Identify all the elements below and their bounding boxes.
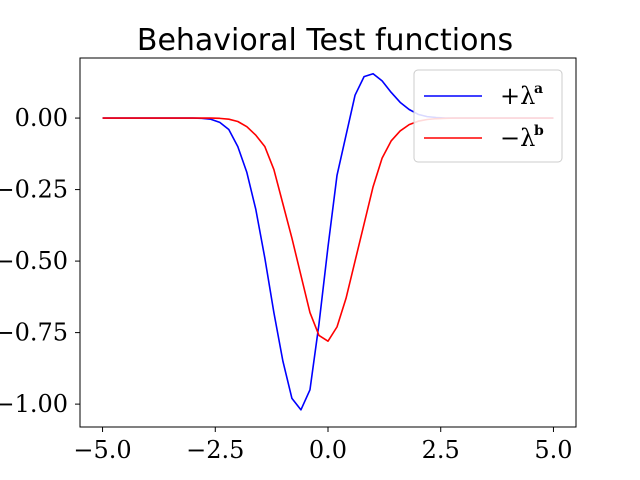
chart-title: Behavioral Test functions [137,23,513,58]
y-tick-label: −0.25 [0,176,68,204]
legend: +λa −λb [413,69,563,163]
x-tick-label: −2.5 [186,436,244,464]
x-tick-label: 5.0 [534,436,572,464]
y-tick-label: −1.00 [0,390,68,418]
y-axis: 0.00 −0.25 −0.50 −0.75 −1.00 [0,104,80,418]
x-tick-label: −5.0 [73,436,131,464]
legend-superscript-1: b [534,123,544,139]
legend-box [413,69,563,163]
legend-superscript-0: a [534,81,543,97]
legend-label-1: −λ [500,124,535,152]
y-tick-label: −0.75 [0,319,68,347]
legend-label-0: +λ [500,82,535,110]
y-tick-label: 0.00 [15,104,68,132]
x-tick-label: 2.5 [422,436,460,464]
y-tick-label: −0.50 [0,247,68,275]
x-tick-label: 0.0 [309,436,347,464]
x-axis: −5.0 −2.5 0.0 2.5 5.0 [73,427,573,464]
